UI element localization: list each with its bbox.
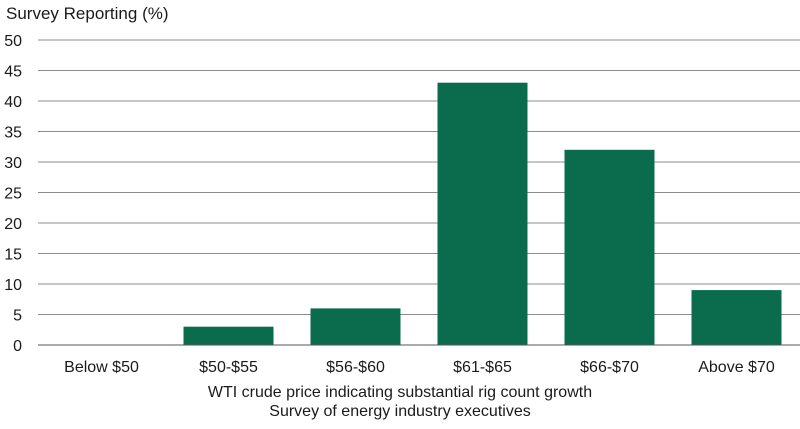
x-axis-label-line-2: Survey of energy industry executives (269, 403, 531, 420)
y-tick-label: 20 (4, 216, 22, 233)
x-tick-label: $66-$70 (580, 359, 639, 376)
x-tick-labels: Below $50 $50-$55 $56-$60 $61-$65 $66-$70 Abo… (64, 359, 775, 376)
x-tick-label: Below $50 (64, 359, 139, 376)
bars (183, 82, 782, 345)
y-tick-labels: 0 5 10 15 20 25 30 35 40 45 50 (4, 33, 22, 355)
y-tick-label: 45 (4, 64, 22, 81)
bar (183, 326, 274, 345)
y-tick-label: 40 (4, 94, 22, 111)
x-tick-label: $56-$60 (326, 359, 385, 376)
y-tick-label: 50 (4, 33, 22, 50)
x-tick-label: $61-$65 (453, 359, 512, 376)
bar (437, 82, 528, 345)
grid-lines (38, 39, 800, 315)
x-axis-label-line-1: WTI crude price indicating substantial r… (207, 384, 593, 401)
y-tick-label: 10 (4, 277, 22, 294)
y-tick-label: 15 (4, 247, 22, 264)
bar (310, 308, 401, 345)
y-tick-label: 35 (4, 125, 22, 142)
y-tick-label: 25 (4, 186, 22, 203)
y-axis-label: Survey Reporting (%) (6, 4, 169, 23)
y-tick-label: 0 (13, 338, 22, 355)
x-tick-label: $50-$55 (199, 359, 258, 376)
y-tick-label: 5 (13, 308, 22, 325)
x-tick-label: Above $70 (698, 359, 775, 376)
y-tick-label: 30 (4, 155, 22, 172)
bar (564, 149, 655, 345)
bar (691, 290, 782, 345)
